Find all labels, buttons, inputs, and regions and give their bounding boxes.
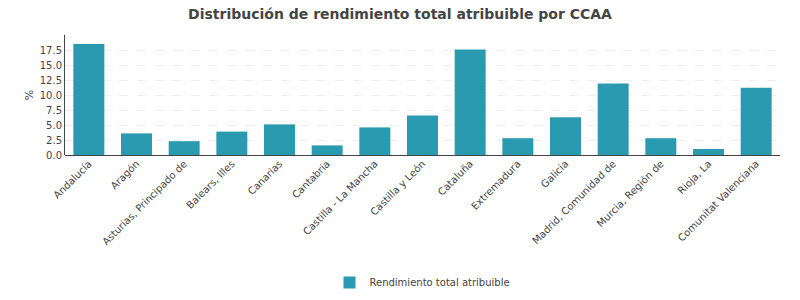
svg-text:Canarias: Canarias [246, 158, 285, 197]
svg-text:10.0: 10.0 [40, 90, 62, 101]
svg-text:Castilla y León: Castilla y León [368, 158, 427, 217]
svg-text:Rioja, La: Rioja, La [675, 158, 713, 196]
svg-text:12.5: 12.5 [40, 75, 62, 86]
svg-text:Extremadura: Extremadura [469, 158, 523, 212]
svg-text:Asturias, Principado de: Asturias, Principado de [100, 158, 189, 247]
svg-text:0.0: 0.0 [46, 150, 62, 161]
svg-text:Cataluña: Cataluña [436, 158, 475, 197]
svg-text:Castilla - La Mancha: Castilla - La Mancha [301, 158, 380, 237]
svg-text:Cantabria: Cantabria [290, 158, 332, 200]
svg-text:Andalucía: Andalucía [51, 158, 94, 201]
svg-text:5.0: 5.0 [46, 120, 62, 131]
svg-text:15.0: 15.0 [40, 60, 62, 71]
svg-text:2.5: 2.5 [46, 135, 62, 146]
svg-text:Distribución de rendimiento to: Distribución de rendimiento total atribu… [188, 6, 612, 22]
svg-text:Madrid, Comunidad de: Madrid, Comunidad de [530, 158, 618, 246]
svg-text:Comunitat Valenciana: Comunitat Valenciana [676, 158, 761, 243]
svg-text:%: % [23, 90, 36, 100]
svg-text:17.5: 17.5 [40, 45, 62, 56]
svg-text:7.5: 7.5 [46, 105, 62, 116]
svg-text:Balears, Illes: Balears, Illes [184, 158, 237, 211]
svg-text:Galicia: Galicia [539, 158, 571, 190]
svg-text:Aragón: Aragón [108, 158, 141, 191]
svg-text:Murcia, Región de: Murcia, Región de [595, 158, 666, 229]
svg-text:Rendimiento total atribuible: Rendimiento total atribuible [370, 277, 510, 288]
